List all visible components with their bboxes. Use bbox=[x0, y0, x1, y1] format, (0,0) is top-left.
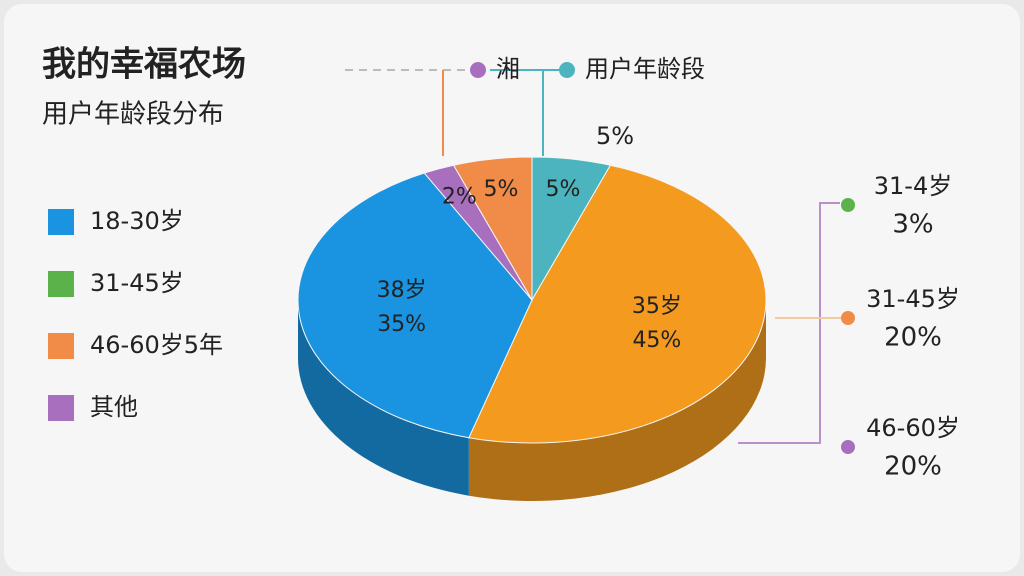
slice-label: 2% bbox=[442, 185, 477, 210]
slice-category: 38岁 bbox=[377, 278, 427, 303]
slice-side bbox=[298, 300, 469, 496]
chart-subtitle: 用户年龄段分布 bbox=[42, 100, 224, 130]
annotation: 5% bbox=[596, 122, 634, 150]
legend-dot bbox=[559, 62, 575, 78]
slice-label: 5% bbox=[546, 177, 581, 202]
slice-label: 5% bbox=[484, 177, 519, 202]
slice bbox=[297, 172, 533, 439]
callout-text: 20% bbox=[884, 323, 942, 353]
callout-text: 20% bbox=[884, 452, 942, 482]
callout-dot bbox=[841, 198, 855, 212]
slice bbox=[468, 164, 767, 444]
callout-label: 31-45岁 bbox=[866, 285, 960, 313]
legend-label: 46-60岁5年 bbox=[90, 331, 223, 359]
legend-dot bbox=[470, 62, 486, 78]
callout-label: 31-4岁 bbox=[874, 172, 952, 200]
legend-swatch bbox=[48, 395, 74, 421]
callout-text: 3% bbox=[892, 210, 933, 240]
callout-label: 46-60岁 bbox=[866, 414, 960, 442]
legend-swatch bbox=[48, 271, 74, 297]
callout-dot bbox=[841, 440, 855, 454]
chart-title: 我的幸福农场 bbox=[42, 45, 246, 85]
callout-dot bbox=[841, 311, 855, 325]
slice-label: 35% bbox=[377, 312, 426, 337]
slice-label: 45% bbox=[632, 328, 681, 353]
slice-category: 35岁 bbox=[632, 294, 682, 319]
slice bbox=[452, 156, 533, 302]
legend-swatch bbox=[48, 209, 74, 235]
legend-label: 31-45岁 bbox=[90, 269, 184, 297]
legend-label: 其他 bbox=[90, 393, 138, 421]
legend-swatch bbox=[48, 333, 74, 359]
legend-label: 湘 bbox=[496, 55, 520, 83]
slice-side bbox=[468, 300, 766, 501]
leader-line bbox=[738, 202, 840, 444]
legend-label: 用户年龄段 bbox=[585, 55, 705, 83]
legend-label: 18-30岁 bbox=[90, 207, 184, 235]
